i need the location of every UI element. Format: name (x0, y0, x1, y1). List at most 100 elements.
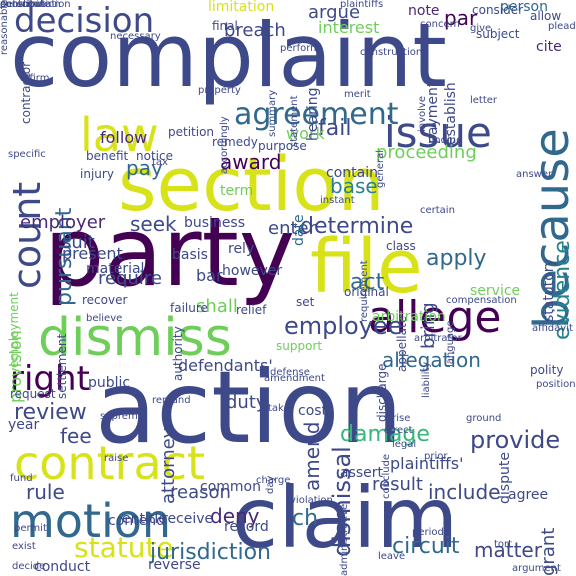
word-fee: fee (60, 424, 92, 448)
word-section: section (118, 142, 385, 228)
word-class: class (386, 239, 416, 253)
word-receive: receive (162, 511, 214, 527)
word-compensation: compensation (446, 295, 517, 306)
word-rely: rely (228, 241, 255, 257)
word-property: property (198, 85, 241, 96)
word-award: award (220, 150, 282, 174)
word-construction: construction (360, 47, 423, 58)
word-supreme: supreme (100, 411, 144, 422)
word-affidavit: affidavit (532, 323, 573, 334)
word-direct: direct (384, 425, 413, 436)
word-determination: determination (0, 0, 71, 10)
word-settlement: settlement (55, 333, 69, 399)
word-original: original (344, 285, 389, 299)
word-plaintiffs: plaintiffs (340, 0, 384, 10)
word-defendants: defendants' (178, 356, 273, 375)
word-decision: decision (14, 1, 155, 41)
word-involve: involve (417, 95, 428, 132)
word-complaint: complaint (10, 4, 447, 107)
word-failure: failure (170, 301, 208, 315)
word-requirement: requirement (359, 260, 370, 322)
word-duty: duty (226, 392, 267, 413)
word-assert: assert (340, 465, 384, 481)
word-leave: leave (378, 551, 406, 562)
word-rule: rule (26, 480, 65, 504)
word-contend: contend (108, 513, 165, 529)
word-administrative: administrative (339, 503, 350, 576)
word-allegation: allegation (382, 348, 481, 372)
word-person: person (500, 0, 548, 15)
word-employer: employer (20, 212, 106, 233)
word-act: act (350, 270, 385, 295)
word-necessary: necessary (110, 31, 161, 42)
word-conduct: conduct (34, 559, 91, 575)
word-amend: amend (300, 421, 324, 491)
word-year: year (8, 417, 40, 433)
word-exist: exist (12, 541, 36, 552)
word-accordingly: accordingly (219, 116, 230, 174)
word-shall: shall (196, 296, 238, 317)
word-decide: decide (12, 561, 46, 572)
word-polity: polity (530, 363, 564, 377)
word-note: note (408, 3, 440, 19)
word-certain: certain (420, 205, 455, 216)
word-claim: claim (232, 469, 459, 567)
word-final: final (212, 19, 238, 33)
word-perform: perform (280, 43, 320, 54)
word-prior: prior (424, 451, 448, 462)
word-work: work (286, 124, 325, 143)
word-proceeding: proceeding (376, 142, 477, 163)
word-allege: allege (368, 292, 502, 343)
word-action: action (95, 349, 403, 466)
word-agree: agree (508, 487, 549, 503)
word-relief: relief (236, 303, 267, 317)
word-record: record (224, 519, 269, 535)
word-position: position (536, 379, 576, 390)
word-contract: contract (14, 436, 206, 490)
word-petition: petition (168, 125, 215, 139)
word-letter: letter (470, 95, 498, 106)
word-public: public (88, 375, 131, 391)
word-hearing: hearing (305, 87, 321, 141)
word-request: request (10, 387, 56, 401)
word-amendment: amendment (264, 373, 325, 384)
word-dismiss: dismiss (38, 308, 232, 368)
word-finding: finding (428, 135, 463, 146)
word-subject: subject (476, 27, 520, 41)
word-matter: matter (474, 538, 542, 562)
word-permit: permit (14, 523, 47, 534)
word-suit: suit (62, 232, 95, 253)
word-period: period (412, 527, 444, 538)
word-set: set (296, 295, 315, 309)
word-notice: notice (136, 149, 173, 163)
word-reverse: reverse (148, 557, 201, 573)
word-interest: interest (318, 18, 380, 37)
word-business: business (184, 215, 246, 231)
word-remand: remand (152, 395, 191, 406)
word-apply: apply (426, 246, 487, 271)
word-allow: allow (530, 9, 562, 23)
word-cost: cost (298, 403, 328, 419)
word-liability: liability (421, 361, 432, 398)
word-cite: cite (536, 39, 562, 55)
word-however: however (222, 263, 283, 279)
word-remedy: remedy (212, 135, 258, 149)
word-charge: charge (256, 475, 291, 486)
word-summary: summary (267, 89, 278, 137)
word-require: require (98, 268, 162, 289)
word-arise: arise (386, 413, 411, 424)
word-benefit: benefit (86, 149, 129, 163)
word-statute: statute (74, 531, 174, 564)
word-defense: defense (270, 367, 310, 378)
word-law: law (80, 108, 159, 162)
word-issue: issue (384, 108, 492, 157)
word-damage: damage (340, 422, 430, 447)
word-authority: authority (171, 326, 185, 381)
word-merit: merit (344, 89, 371, 100)
word-tort: tort (494, 539, 513, 550)
word-attorney: attorney (158, 427, 179, 504)
word-appellate: appellate (395, 315, 409, 372)
word-legal: legal (392, 439, 417, 450)
word-give: give (470, 23, 492, 34)
word-right: right (10, 359, 90, 399)
